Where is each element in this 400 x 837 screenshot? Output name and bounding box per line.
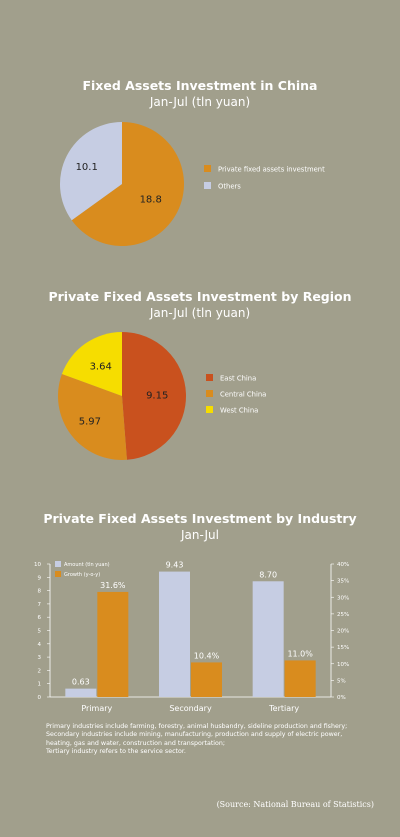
- left-tick-label: 4: [38, 642, 42, 648]
- chart2-title: Private Fixed Assets Investment by Regio…: [48, 289, 352, 304]
- bar-growth: [191, 662, 222, 697]
- left-tick-label: 2: [38, 668, 42, 674]
- bar-amount-label: 0.63: [72, 678, 90, 687]
- right-tick-label: 40%: [337, 562, 349, 568]
- category-label: Secondary: [169, 704, 212, 713]
- bar-growth: [284, 660, 316, 697]
- left-tick-label: 7: [38, 602, 42, 608]
- category-label: Tertiary: [268, 704, 299, 713]
- legend-label: East China: [220, 375, 256, 383]
- chart1-title: Fixed Assets Investment in China: [82, 78, 318, 93]
- right-tick-label: 15%: [337, 645, 349, 651]
- category-label: Primary: [81, 704, 112, 713]
- chart2-subtitle: Jan-Jul (tln yuan): [149, 306, 251, 320]
- note-line: Tertiary industry refers to the service …: [46, 748, 186, 756]
- source-note: (Source: National Bureau of Statistics): [216, 800, 374, 809]
- legend-swatch: [204, 182, 211, 189]
- slice-value-label: 5.97: [79, 416, 101, 427]
- note-line: heating, gas and water, construction and…: [46, 739, 226, 747]
- right-tick-label: 20%: [337, 629, 349, 635]
- bar-chart-by-industry: 0 1 2 3 4 5 6 7 8 9 10 0% 5% 10% 15% 20% 25% 30% 35% 40% 0.6…: [34, 561, 349, 713]
- legend-label: West China: [220, 407, 258, 415]
- left-tick-label: 9: [38, 575, 42, 581]
- slice-value-label: 10.1: [76, 162, 98, 173]
- note-line: Secondary industries include mining, man…: [46, 731, 343, 739]
- pie-chart-fixed-assets: 18.8 Private fixed assets investment 10.1 O…: [59, 122, 325, 246]
- pie-chart-by-region: 9.15 East China 5.97 Central China 3.64 West …: [58, 332, 266, 461]
- bar-amount-label: 9.43: [166, 561, 184, 570]
- chart3-subtitle: Jan-Jul: [181, 528, 219, 542]
- legend-label: Central China: [220, 391, 266, 399]
- legend-swatch: [206, 390, 213, 397]
- slice-value-label: 3.64: [90, 362, 112, 373]
- legend-swatch: [206, 374, 213, 381]
- pie-slice: [58, 373, 127, 461]
- pie-slice: [61, 332, 122, 396]
- legend-swatch: [55, 561, 61, 567]
- left-tick-label: 1: [38, 682, 42, 688]
- right-tick-label: 0%: [337, 695, 346, 701]
- pie-slice: [59, 122, 122, 221]
- legend-label: Amount (tln yuan): [64, 562, 110, 568]
- right-tick-label: 10%: [337, 662, 349, 668]
- left-tick-label: 5: [38, 629, 42, 635]
- bar-amount: [159, 571, 190, 697]
- chart3-title: Private Fixed Assets Investment by Indus…: [43, 511, 357, 526]
- right-tick-label: 5%: [337, 678, 346, 684]
- right-tick-label: 35%: [337, 579, 349, 585]
- pie-slice: [122, 332, 187, 460]
- left-tick-label: 0: [38, 695, 42, 701]
- slice-value-label: 9.15: [146, 391, 168, 402]
- right-tick-label: 30%: [337, 595, 349, 601]
- bar-amount: [252, 581, 284, 697]
- left-tick-label: 8: [38, 589, 42, 595]
- legend-label: Others: [218, 183, 241, 191]
- right-tick-label: 25%: [337, 612, 349, 618]
- bar-growth-label: 31.6%: [100, 581, 126, 590]
- industry-notes: Primary industries include farming, fore…: [46, 723, 386, 757]
- pie-slice: [71, 122, 184, 246]
- bar-growth: [97, 591, 129, 697]
- legend-swatch: [206, 406, 213, 413]
- left-tick-label: 6: [38, 615, 42, 621]
- slice-value-label: 18.8: [140, 195, 162, 206]
- note-line: Primary industries include farming, fore…: [46, 723, 348, 730]
- bar-growth-label: 10.4%: [194, 651, 220, 660]
- bar-amount: [65, 688, 97, 697]
- left-tick-label: 10: [34, 562, 41, 568]
- bar-growth-label: 11.0%: [287, 649, 313, 658]
- bar-amount-label: 8.70: [259, 570, 277, 579]
- legend-label: Growth (y-o-y): [64, 572, 100, 578]
- left-tick-label: 3: [38, 655, 42, 661]
- legend-swatch: [55, 571, 61, 577]
- legend-label: Private fixed assets investment: [218, 166, 325, 174]
- chart1-subtitle: Jan-Jul (tln yuan): [149, 95, 251, 109]
- legend-swatch: [204, 165, 211, 172]
